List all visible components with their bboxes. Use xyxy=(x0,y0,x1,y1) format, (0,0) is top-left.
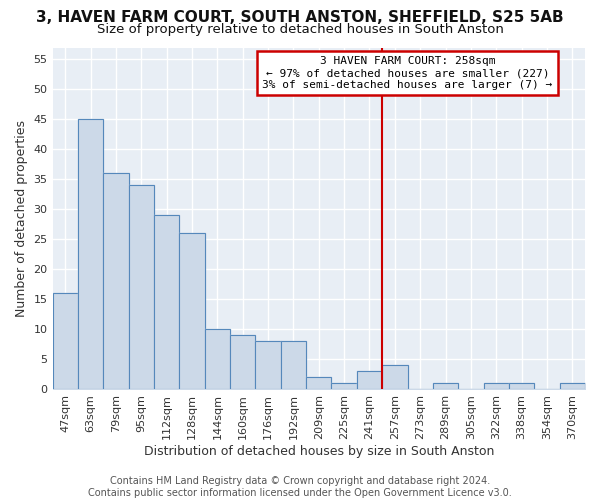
Bar xyxy=(53,293,78,389)
Bar xyxy=(331,383,357,389)
Bar xyxy=(509,383,534,389)
Bar xyxy=(357,371,382,389)
Bar xyxy=(433,383,458,389)
Bar xyxy=(103,174,128,389)
Text: 3, HAVEN FARM COURT, SOUTH ANSTON, SHEFFIELD, S25 5AB: 3, HAVEN FARM COURT, SOUTH ANSTON, SHEFF… xyxy=(36,10,564,25)
Bar xyxy=(256,341,281,389)
Text: Contains HM Land Registry data © Crown copyright and database right 2024.
Contai: Contains HM Land Registry data © Crown c… xyxy=(88,476,512,498)
Bar xyxy=(281,341,306,389)
Text: 3 HAVEN FARM COURT: 258sqm
← 97% of detached houses are smaller (227)
3% of semi: 3 HAVEN FARM COURT: 258sqm ← 97% of deta… xyxy=(262,56,553,90)
Bar xyxy=(128,186,154,389)
Text: Size of property relative to detached houses in South Anston: Size of property relative to detached ho… xyxy=(97,22,503,36)
Bar xyxy=(484,383,509,389)
Bar xyxy=(230,335,256,389)
Bar xyxy=(382,365,407,389)
Bar xyxy=(205,329,230,389)
Y-axis label: Number of detached properties: Number of detached properties xyxy=(15,120,28,316)
Bar xyxy=(154,215,179,389)
Bar xyxy=(306,377,331,389)
X-axis label: Distribution of detached houses by size in South Anston: Distribution of detached houses by size … xyxy=(143,444,494,458)
Bar xyxy=(179,233,205,389)
Bar xyxy=(560,383,585,389)
Bar xyxy=(78,120,103,389)
